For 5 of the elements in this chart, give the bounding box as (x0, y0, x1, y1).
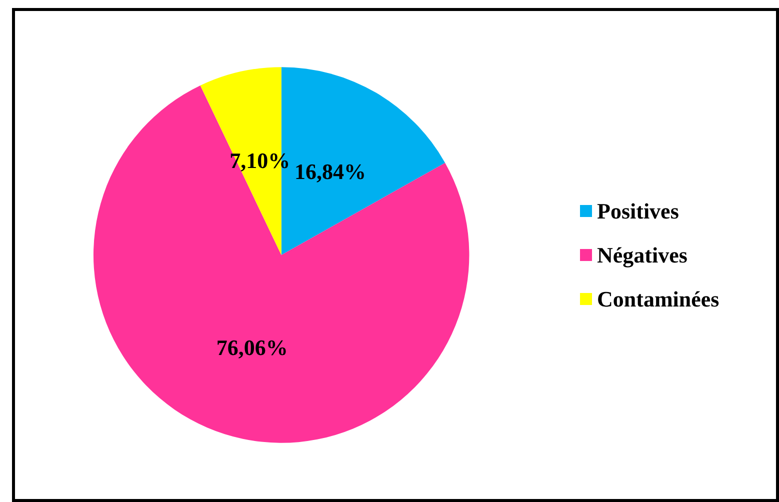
legend-label: Contaminées (597, 286, 720, 312)
data-label: 76,06% (216, 334, 288, 360)
legend-label: Positives (597, 198, 680, 224)
legend-label: Négatives (597, 242, 688, 268)
data-label: 16,84% (294, 158, 366, 184)
